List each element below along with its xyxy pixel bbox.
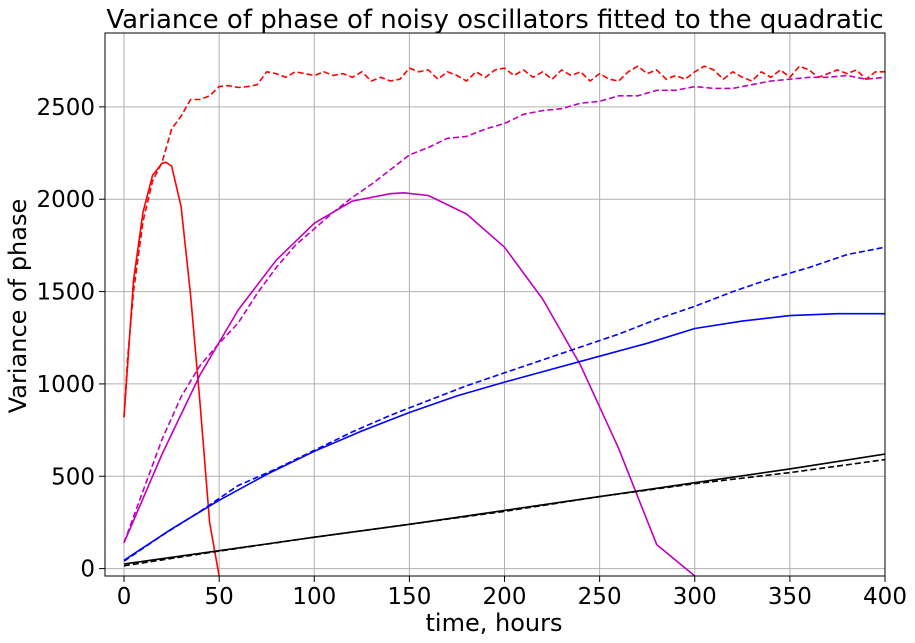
blue-data-line [123, 246, 885, 562]
plot-area-frame [104, 32, 886, 577]
x-tick-label: 300 [673, 584, 717, 610]
x-tick-label: 200 [483, 584, 527, 610]
x-tick-label: 150 [387, 584, 431, 610]
x-tick-label: 50 [205, 584, 234, 610]
x-axis-label: time, hours [426, 609, 563, 637]
x-tick-label: 0 [117, 584, 132, 610]
x-tick-label: 250 [578, 584, 622, 610]
x-tick-label: 400 [863, 584, 907, 610]
red-data-line [123, 65, 885, 418]
y-tick-label: 1500 [36, 280, 95, 306]
chart-title: Variance of phase of noisy oscillators f… [106, 5, 883, 35]
blue-fit-line [123, 312, 885, 561]
y-axis-label: Variance of phase [4, 199, 32, 414]
magenta-fit-line [123, 192, 696, 576]
magenta-data-line [123, 74, 885, 544]
y-tick-label: 1000 [36, 372, 95, 398]
red-fit-line [123, 161, 220, 576]
y-tick-label: 500 [51, 464, 95, 490]
x-tick-label: 350 [768, 584, 812, 610]
y-tick-label: 2000 [36, 187, 95, 213]
axis-ticks: 0 50 100 150 200 250 300 350 400 0 500 1000 1500 2000… [36, 95, 907, 610]
y-tick-label: 2500 [36, 95, 95, 121]
x-tick-label: 100 [292, 584, 336, 610]
series-layer [123, 65, 885, 576]
y-tick-label: 0 [80, 557, 95, 583]
black-fit-line [123, 453, 885, 565]
grid [105, 33, 886, 576]
